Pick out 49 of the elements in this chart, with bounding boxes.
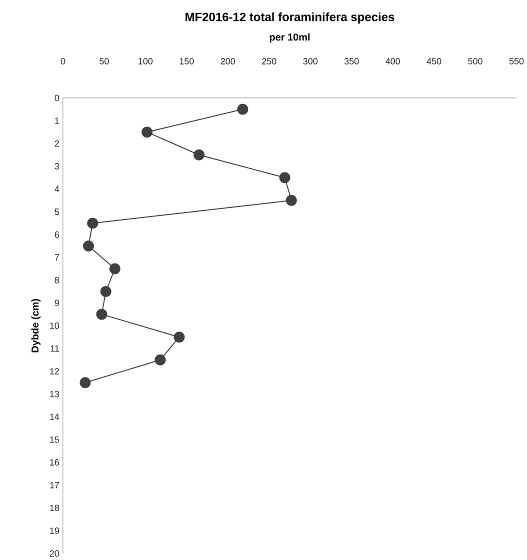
x-axis-title: per 10ml [270,33,310,43]
x-tick-label: 250 [262,58,276,64]
y-tick-label: 18 [50,504,59,512]
point [96,308,108,320]
y-tick-label: 0 [54,94,59,102]
y-tick-label: 6 [54,231,59,238]
point [193,149,204,160]
y-tick-label: 8 [54,276,59,284]
y-tick-label: 10 [50,322,59,329]
x-tick-label: 500 [468,58,482,64]
point [82,240,94,252]
y-tick-label: 5 [54,208,59,215]
point [141,126,152,138]
point [80,377,91,388]
point [86,218,98,229]
y-axis-title: Dybde (cm) [31,299,40,352]
point [154,354,166,366]
y-tick-label: 20 [50,550,59,557]
chart-title: MF2016-12 total foraminifera species [185,12,394,24]
y-tick-label: 7 [54,254,59,260]
point [237,104,248,115]
y-tick-label: 16 [50,459,59,466]
x-tick-label: 350 [344,58,359,64]
point [174,332,185,343]
x-tick-label: 50 [99,58,109,64]
y-tick-label: 11 [50,345,59,352]
x-tick-label: 150 [180,58,194,64]
y-tick-label: 12 [50,368,59,374]
y-tick-label: 19 [50,528,59,534]
point [109,263,120,274]
y-tick-label: 3 [54,163,59,170]
x-tick-label: 300 [303,58,318,64]
point [100,286,112,298]
y-tick-label: 13 [50,390,59,398]
y-tick-label: 9 [54,300,59,306]
y-tick-label: 4 [54,186,59,192]
x-tick-label: 200 [220,58,235,64]
x-tick-label: 0 [60,58,65,64]
y-tick-label: 14 [50,414,59,420]
point [286,194,297,206]
y-tick-label: 15 [50,436,59,443]
x-tick-label: 400 [385,58,400,64]
x-tick-label: 450 [426,58,442,64]
x-tick-label: 550 [509,58,524,64]
y-tick-label: 2 [54,140,59,147]
y-tick-label: 17 [50,482,59,488]
x-tick-label: 100 [138,58,152,64]
y-tick-label: 1 [54,118,59,124]
point [279,172,290,184]
